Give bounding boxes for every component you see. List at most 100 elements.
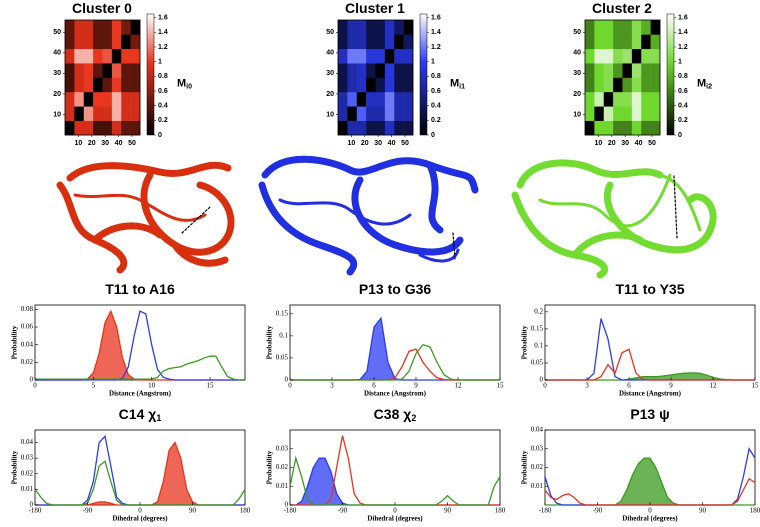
x-axis-label: Distance (Angstrom) xyxy=(619,390,682,398)
x-tick-label: -180 xyxy=(284,507,297,515)
x-tick-label: 3 xyxy=(585,382,589,390)
y-tick-label: 20 xyxy=(573,91,581,98)
heatmap-cell xyxy=(613,91,623,107)
heatmap-cell xyxy=(650,120,661,136)
heatmap-cell xyxy=(613,120,623,136)
colorbar-tick-label: 1.6 xyxy=(431,15,441,22)
heatmap-cell xyxy=(594,48,605,64)
y-axis-label: Probability xyxy=(521,450,529,484)
heatmap-cell xyxy=(111,48,122,64)
x-tick-label: 6 xyxy=(627,382,631,390)
colorbar-tick-label: 0 xyxy=(431,132,435,139)
y-tick-label: 10 xyxy=(53,111,61,118)
label-text: M xyxy=(177,77,186,89)
heatmap-cell xyxy=(622,20,633,35)
heatmap-cell xyxy=(384,20,395,35)
x-tick-label: 30 xyxy=(374,140,382,147)
protein-structures xyxy=(56,155,717,279)
x-tick-label: 15 xyxy=(497,382,505,390)
x-tick-label: 30 xyxy=(621,140,629,147)
x-tick-label: 50 xyxy=(648,140,656,147)
x-tick-label: 9 xyxy=(414,382,418,390)
x-tick-label: 40 xyxy=(388,140,396,147)
x-tick-label: 50 xyxy=(128,140,136,147)
x-tick-label: 3 xyxy=(330,382,334,390)
y-tick-label: 0.03 xyxy=(276,444,289,452)
heatmap-cell xyxy=(65,63,75,78)
heatmap-cell xyxy=(403,120,414,136)
x-tick-label: 15 xyxy=(207,382,215,390)
heatmap-cell xyxy=(613,20,623,35)
y-tick-label: 30 xyxy=(53,70,61,77)
heatmap-cell xyxy=(111,34,122,50)
heatmap-cell xyxy=(650,34,661,50)
heatmap-cell xyxy=(631,48,642,64)
y-tick-label: 10 xyxy=(326,111,334,118)
heatmap-cell xyxy=(111,120,122,136)
heatmap-cell xyxy=(641,63,651,78)
colorbar-tick-label: 0.4 xyxy=(678,103,688,110)
heatmap-cell xyxy=(74,48,85,64)
heatmap-cell xyxy=(130,77,141,93)
heatmap-cell xyxy=(347,120,358,136)
heatmap-cell xyxy=(641,48,651,64)
heatmap-cell xyxy=(394,48,404,64)
heatmap-cell xyxy=(102,20,113,35)
heatmap-cell xyxy=(613,63,623,78)
colorbar-tick-label: 1.4 xyxy=(678,29,688,36)
plot-frame xyxy=(337,19,414,136)
heatmap-cell xyxy=(366,34,376,50)
heatmap-cell xyxy=(650,91,661,107)
y-tick-label: 0.03 xyxy=(21,454,34,462)
heatmap-cell xyxy=(366,77,376,93)
heatmap-cell xyxy=(338,48,348,64)
heatmap-cell xyxy=(366,106,376,121)
ribbon-cluster-2 xyxy=(511,159,717,279)
y-tick-label: 0.03 xyxy=(531,444,544,452)
heatmap-cell xyxy=(347,77,358,93)
heatmap-cell xyxy=(102,48,113,64)
y-axis-label: Probability xyxy=(521,325,529,359)
colorbar xyxy=(146,13,155,136)
colorbar-label: Mi2 xyxy=(697,77,712,90)
heatmap-cell xyxy=(585,77,595,93)
heatmap-cell xyxy=(338,34,348,50)
title-text: Cluster 0 xyxy=(72,0,132,16)
x-axis-label: Distance (Angstrom) xyxy=(364,390,427,398)
y-tick-label: 0.05 xyxy=(276,354,289,362)
y-tick-label: 0.15 xyxy=(276,309,289,317)
x-tick-label: 10 xyxy=(74,140,82,147)
heatmap-cell xyxy=(384,91,395,107)
y-tick-label: 40 xyxy=(326,50,334,57)
heatmap-cell xyxy=(375,91,386,107)
heatmap-cell xyxy=(121,91,131,107)
colorbar-tick-label: 0.8 xyxy=(158,73,168,80)
heatmap-cell xyxy=(375,77,386,93)
x-tick-label: 40 xyxy=(115,140,123,147)
heatmap-cell xyxy=(631,77,642,93)
heatmap-cell xyxy=(338,63,348,78)
heatmap-cell xyxy=(102,34,113,50)
x-tick-label: 12 xyxy=(455,382,463,390)
colorbar-tick-label: 0.2 xyxy=(431,117,441,124)
title-text: T11 to Y35 xyxy=(615,281,684,297)
colorbar-tick-label: 0.6 xyxy=(431,88,441,95)
heatmap-cell xyxy=(622,91,633,107)
heatmap-cell xyxy=(130,34,141,50)
heatmap-cell xyxy=(585,63,595,78)
heatmap-cell xyxy=(93,106,103,121)
x-tick-label: 20 xyxy=(88,140,96,147)
x-tick-label: 0 xyxy=(288,382,292,390)
colorbar-tick-label: 0 xyxy=(678,132,682,139)
heatmap-cell xyxy=(613,48,623,64)
heatmap-cell xyxy=(384,48,395,64)
y-tick-label: 0.02 xyxy=(21,469,34,477)
y-tick-label: 40 xyxy=(53,50,61,57)
heatmap-cell xyxy=(65,77,75,93)
heatmap-cell xyxy=(130,20,141,35)
heatmap-cell xyxy=(631,20,642,35)
heatmap-cell xyxy=(366,48,376,64)
density-line xyxy=(35,355,245,381)
panel-title: T11 to A16 xyxy=(105,281,175,297)
